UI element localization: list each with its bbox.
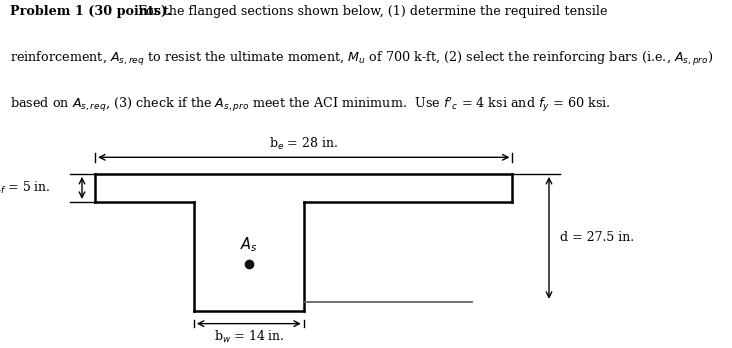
Text: b$_w$ = 14 in.: b$_w$ = 14 in. — [214, 329, 284, 345]
Text: For the flanged sections shown below, (1) determine the required tensile: For the flanged sections shown below, (1… — [130, 5, 608, 18]
Text: $A_s$: $A_s$ — [240, 235, 258, 254]
Text: b$_e$ = 28 in.: b$_e$ = 28 in. — [269, 136, 338, 152]
Text: Problem 1 (30 points).: Problem 1 (30 points). — [10, 5, 171, 18]
Text: based on $A_{s,req}$, (3) check if the $A_{s,pro}$ meet the ACI minimum.  Use $f: based on $A_{s,req}$, (3) check if the $… — [10, 96, 610, 114]
Text: d = 27.5 in.: d = 27.5 in. — [560, 231, 634, 244]
Text: reinforcement, $A_{s,req}$ to resist the ultimate moment, $M_u$ of 700 k-ft, (2): reinforcement, $A_{s,req}$ to resist the… — [10, 50, 713, 69]
Text: h$_f$ = 5 in.: h$_f$ = 5 in. — [0, 180, 51, 196]
